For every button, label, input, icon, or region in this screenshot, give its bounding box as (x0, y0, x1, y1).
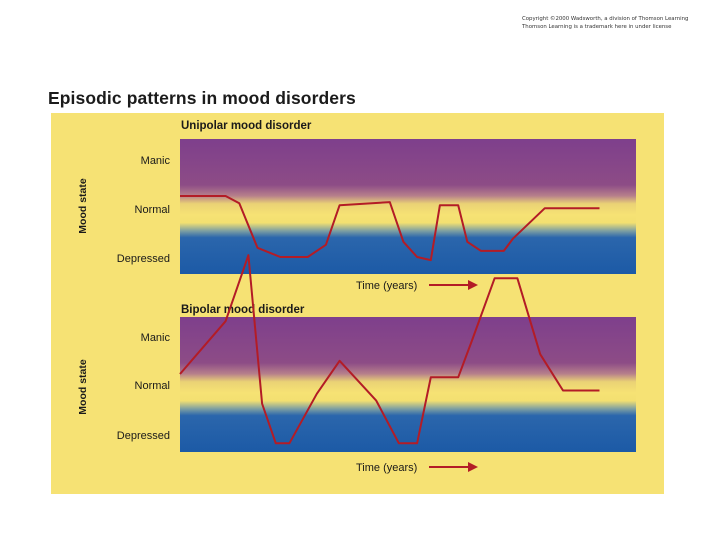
unipolar-y-axis-label: Mood state (77, 178, 89, 234)
unipolar-mood-bands (180, 139, 636, 274)
unipolar-level-manic: Manic (141, 155, 171, 167)
bipolar-level-depressed: Depressed (117, 430, 170, 442)
bipolar-level-manic: Manic (141, 332, 171, 344)
bipolar-mood-trace (179, 254, 600, 445)
copyright-line-2: Thomson Learning is a trademark here in … (522, 24, 672, 30)
unipolar-x-axis-label: Time (years) (356, 280, 417, 292)
bipolar-chart: Bipolar mood disorder Manic Normal Depre… (77, 254, 636, 474)
page-title: Episodic patterns in mood disorders (48, 88, 356, 108)
unipolar-chart: Unipolar mood disorder Manic Normal Depr… (77, 120, 636, 292)
unipolar-title: Unipolar mood disorder (181, 120, 312, 132)
bipolar-level-normal: Normal (135, 380, 170, 392)
mood-diagram: Unipolar mood disorder Manic Normal Depr… (77, 120, 636, 474)
unipolar-mood-trace (180, 195, 600, 262)
bipolar-mood-bands (180, 317, 636, 452)
bipolar-y-axis-label: Mood state (77, 359, 89, 415)
unipolar-level-normal: Normal (135, 204, 170, 216)
copyright-line-1: Copyright ©2000 Wadsworth, a division of… (522, 16, 689, 22)
bipolar-title: Bipolar mood disorder (181, 304, 305, 316)
unipolar-level-depressed: Depressed (117, 253, 170, 265)
copyright-notice: Copyright ©2000 Wadsworth, a division of… (522, 15, 712, 31)
diagram-panel: Unipolar mood disorder Manic Normal Depr… (51, 113, 664, 494)
bipolar-x-axis-label: Time (years) (356, 462, 417, 474)
